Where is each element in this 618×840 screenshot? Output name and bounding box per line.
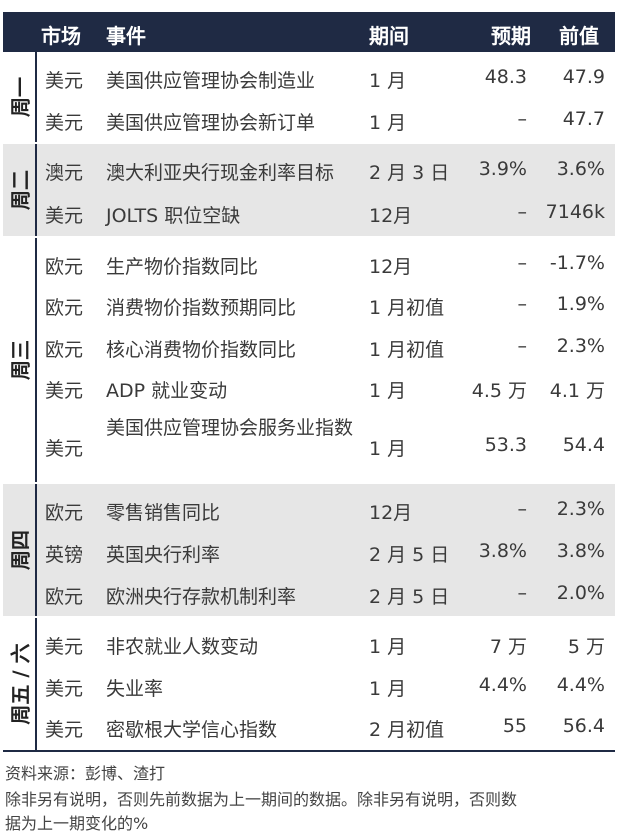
event-cell: 消费物价指数预期同比	[106, 297, 297, 319]
period-cell: 1 月	[369, 678, 407, 700]
period-cell: 2 月初值	[369, 719, 445, 741]
prior-cell: 47.9	[562, 66, 605, 88]
prior-cell: 4.1 万	[549, 380, 605, 402]
header-period: 期间	[369, 24, 409, 48]
event-cell: 零售销售同比	[106, 502, 221, 524]
market-cell: 欧元	[45, 502, 84, 524]
event-cell: 澳大利亚央行现金利率目标	[106, 162, 335, 184]
day-label: 周一	[3, 52, 37, 142]
market-cell: 英镑	[45, 544, 84, 566]
forecast-cell: –	[517, 498, 528, 520]
market-cell: 欧元	[45, 339, 84, 361]
day-group-tuesday: 周二 澳元 澳大利亚央行现金利率目标 2 月 3 日 3.9% 3.6% 美元 …	[3, 144, 615, 236]
prior-cell: -1.7%	[549, 252, 605, 274]
forecast-cell: 53.3	[484, 434, 527, 456]
table-bottom-border	[3, 750, 615, 752]
event-cell: 美国供应管理协会制造业	[106, 70, 316, 92]
event-cell: 失业率	[106, 678, 164, 700]
source-note: 资料来源：彭博、渣打	[5, 764, 166, 783]
forecast-cell: 4.5 万	[471, 380, 527, 402]
period-cell: 1 月初值	[369, 339, 445, 361]
period-cell: 1 月初值	[369, 297, 445, 319]
event-cell: JOLTS 职位空缺	[106, 205, 241, 227]
market-cell: 美元	[45, 112, 84, 134]
market-cell: 澳元	[45, 162, 84, 184]
market-cell: 欧元	[45, 297, 84, 319]
period-cell: 1 月	[369, 438, 407, 460]
event-cell: 生产物价指数同比	[106, 256, 259, 278]
prior-cell: 5 万	[567, 636, 605, 658]
period-cell: 1 月	[369, 380, 407, 402]
forecast-cell: 7 万	[489, 636, 527, 658]
prior-cell: 56.4	[562, 715, 605, 737]
table-header: 市场 事件 期间 预期 前值	[3, 12, 615, 52]
event-cell: 美国供应管理协会新订单	[106, 112, 316, 134]
prior-cell: 1.9%	[556, 293, 605, 315]
day-group-thursday: 周四 欧元 零售销售同比 12月 – 2.3% 英镑 英国央行利率 2 月 5 …	[3, 484, 615, 616]
event-cell: 英国央行利率	[106, 544, 221, 566]
event-cell: 欧洲央行存款机制利率	[106, 586, 297, 608]
market-cell: 欧元	[45, 586, 84, 608]
market-cell: 美元	[45, 438, 84, 460]
prior-cell: 7146k	[545, 201, 605, 223]
prior-cell: 2.3%	[556, 335, 605, 357]
footnote-line-2: 据为上一期变化的%	[5, 814, 149, 833]
market-cell: 美元	[45, 205, 84, 227]
market-cell: 美元	[45, 678, 84, 700]
forecast-cell: 48.3	[484, 66, 527, 88]
event-cell: 非农就业人数变动	[106, 636, 259, 658]
period-cell: 12月	[369, 502, 413, 524]
event-cell: 核心消费物价指数同比	[106, 339, 297, 361]
prior-cell: 2.3%	[556, 498, 605, 520]
market-cell: 美元	[45, 70, 84, 92]
day-label: 周三	[3, 238, 37, 482]
market-cell: 美元	[45, 719, 84, 741]
footnote-line-1: 除非另有说明，否则先前数据为上一期间的数据。除非另有说明，否则数	[5, 790, 518, 809]
period-cell: 2 月 3 日	[369, 162, 450, 184]
prior-cell: 2.0%	[556, 582, 605, 604]
forecast-cell: 3.8%	[478, 540, 527, 562]
forecast-cell: –	[517, 201, 528, 223]
event-cell: ADP 就业变动	[106, 380, 228, 402]
prior-cell: 47.7	[562, 108, 605, 130]
day-group-friday-saturday: 周五 / 六 美元 非农就业人数变动 1 月 7 万 5 万 美元 失业率 1 …	[3, 618, 615, 750]
day-group-monday: 周一 美元 美国供应管理协会制造业 1 月 48.3 47.9 美元 美国供应管…	[3, 52, 615, 142]
period-cell: 1 月	[369, 70, 407, 92]
prior-cell: 3.8%	[556, 540, 605, 562]
event-cell: 密歇根大学信心指数	[106, 719, 278, 741]
forecast-cell: –	[517, 335, 528, 357]
period-cell: 2 月 5 日	[369, 544, 450, 566]
prior-cell: 3.6%	[556, 158, 605, 180]
forecast-cell: –	[517, 582, 528, 604]
header-event: 事件	[106, 24, 146, 48]
header-prior: 前值	[559, 24, 599, 48]
day-label: 周五 / 六	[3, 618, 37, 750]
period-cell: 12月	[369, 205, 413, 227]
prior-cell: 4.4%	[556, 674, 605, 696]
forecast-cell: –	[517, 108, 528, 130]
market-cell: 美元	[45, 380, 84, 402]
forecast-cell: 4.4%	[478, 674, 527, 696]
period-cell: 12月	[369, 256, 413, 278]
header-market: 市场	[41, 24, 81, 48]
day-label: 周二	[3, 144, 37, 236]
period-cell: 1 月	[369, 112, 407, 134]
period-cell: 1 月	[369, 636, 407, 658]
day-label: 周四	[3, 484, 37, 616]
period-cell: 2 月 5 日	[369, 586, 450, 608]
header-forecast: 预期	[491, 24, 531, 48]
market-cell: 美元	[45, 636, 84, 658]
forecast-cell: –	[517, 293, 528, 315]
market-cell: 欧元	[45, 256, 84, 278]
event-cell: 美国供应管理协会服务业指数	[106, 417, 354, 439]
forecast-cell: –	[517, 252, 528, 274]
prior-cell: 54.4	[562, 434, 605, 456]
day-group-wednesday: 周三 欧元 生产物价指数同比 12月 – -1.7% 欧元 消费物价指数预期同比…	[3, 238, 615, 482]
forecast-cell: 55	[502, 715, 527, 737]
forecast-cell: 3.9%	[478, 158, 527, 180]
